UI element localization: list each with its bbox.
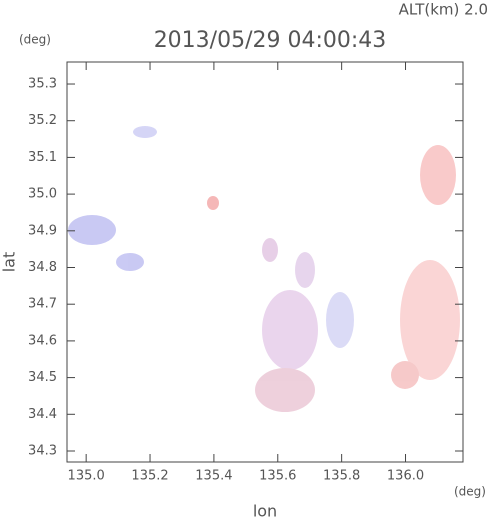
plot-frame xyxy=(66,61,464,463)
y-tick-label: 35.3 xyxy=(28,77,57,92)
y-tick-label: 34.6 xyxy=(28,333,57,348)
x-unit: (deg) xyxy=(454,485,486,499)
echoes xyxy=(68,126,460,412)
y-tick-label: 34.8 xyxy=(28,260,57,275)
x-tick-label: 135.0 xyxy=(68,469,105,484)
y-tick-label: 34.3 xyxy=(28,443,57,458)
y-tick-label: 34.7 xyxy=(28,297,57,312)
y-tick-label: 35.1 xyxy=(28,150,57,165)
y-axis-label: lat xyxy=(0,252,19,273)
chart-title: 2013/05/29 04:00:43 xyxy=(154,28,387,53)
y-tick-label: 34.4 xyxy=(28,407,57,422)
y-unit: (deg) xyxy=(19,33,51,47)
x-tick-label: 135.6 xyxy=(259,469,296,484)
x-tick-label: 135.4 xyxy=(195,469,232,484)
x-tick-label: 135.8 xyxy=(323,469,360,484)
altitude-label: ALT(km) 2.0 xyxy=(399,1,488,19)
y-tick-label: 34.5 xyxy=(28,370,57,385)
x-axis-label: lon xyxy=(253,502,277,521)
y-tick-label: 35.0 xyxy=(28,187,57,202)
y-tick-label: 34.9 xyxy=(28,223,57,238)
y-tick-label: 35.2 xyxy=(28,113,57,128)
x-tick-label: 135.2 xyxy=(131,469,168,484)
x-tick-label: 136.0 xyxy=(387,469,424,484)
